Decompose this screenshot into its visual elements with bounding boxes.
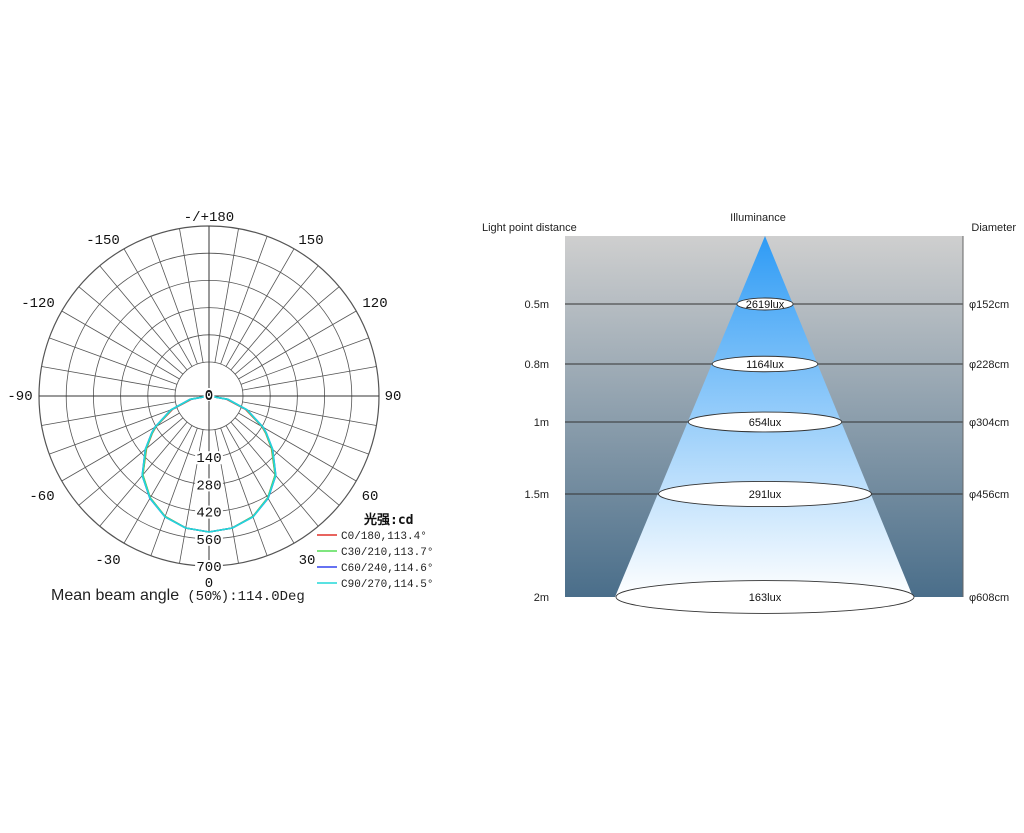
polar-spoke [214, 228, 239, 363]
radial-tick-label: 700 [196, 560, 221, 576]
polar-spoke [225, 248, 295, 367]
illuminance-label: 1164lux [746, 359, 784, 371]
angle-label: -/+180 [184, 210, 234, 226]
diameter-label: φ152cm [969, 299, 1009, 311]
polar-spoke [240, 337, 369, 385]
polar-spoke [242, 401, 377, 426]
angle-label: 60 [362, 489, 379, 505]
illuminance-label: 654lux [749, 417, 782, 429]
radial-tick-label-bg [195, 532, 223, 546]
radial-tick-label: 560 [196, 533, 221, 549]
polar-spoke [150, 236, 198, 365]
distance-label: 2m [534, 592, 549, 604]
polar-spoke [234, 286, 340, 375]
polar-spoke [150, 427, 198, 556]
polar-spoke [99, 265, 188, 371]
angle-label: -30 [95, 553, 120, 569]
polar-spoke [242, 366, 377, 391]
angle-label: -120 [21, 296, 55, 312]
polar-curves [141, 395, 277, 533]
illuminance-cone-chart: 2619lux 0.5m φ152cm 1164lux 0.8m φ228cm 654lux… [482, 212, 1016, 614]
legend-label: C60/240,114.6° [341, 563, 433, 575]
polar-spoke [78, 286, 184, 375]
polar-spoke [123, 248, 193, 367]
diameter-label: φ608cm [969, 592, 1009, 604]
distance-label: 0.5m [525, 299, 549, 311]
illuminance-label: 163lux [749, 592, 782, 604]
legend-label: C90/270,114.5° [341, 579, 433, 591]
polar-spoke [238, 412, 357, 482]
radial-tick-label: 420 [196, 506, 221, 522]
caption-main: Mean beam angle [51, 587, 179, 604]
distance-label: 1.5m [525, 489, 549, 501]
polar-series-curve [141, 395, 277, 533]
polar-spoke [41, 401, 176, 426]
angle-label: -60 [29, 489, 54, 505]
angle-labels: -/+180 -150 150 -120 120 -90 90 -60 60 -30 30 0 0 [7, 210, 401, 592]
polar-spoke [61, 412, 180, 482]
radial-tick-label-bg [203, 388, 215, 401]
polar-spoke [41, 366, 176, 391]
center-header: Illuminance [730, 212, 786, 224]
mean-beam-angle-caption: Mean beam angle (50%):114.0Deg [51, 585, 305, 605]
cone-rows: 2619lux 0.5m φ152cm 1164lux 0.8m φ228cm 654lux… [525, 297, 1009, 614]
illuminance-label: 2619lux [746, 299, 785, 311]
illuminance-ellipse [711, 355, 819, 373]
polar-spoke [225, 425, 295, 544]
angle-label: -90 [7, 389, 32, 405]
polar-spoke [220, 236, 268, 365]
cone-row: 2619lux 0.5m φ152cm [525, 297, 1009, 311]
angle-label: 90 [385, 389, 402, 405]
radial-tick-label: 280 [196, 478, 221, 494]
right-header: Diameter [971, 222, 1016, 234]
polar-spoke [123, 425, 193, 544]
polar-legend: C0/180,113.4° C30/210,113.7° C60/240,114.6… [317, 531, 433, 591]
cone-row: 163lux 2m φ608cm [534, 580, 1009, 614]
polar-spoke [49, 337, 178, 385]
illuminance-label: 291lux [749, 489, 782, 501]
polar-spoke [179, 228, 204, 363]
angle-label-center: 0 [205, 389, 213, 405]
polar-spoke [49, 407, 178, 455]
radial-tick-label: 0 [205, 388, 213, 404]
diameter-label: φ304cm [969, 417, 1009, 429]
diameter-label: φ456cm [969, 489, 1009, 501]
distance-label: 0.8m [525, 359, 549, 371]
angle-label: 150 [298, 233, 323, 249]
radial-tick-label-bg [195, 478, 223, 492]
radial-tick-label-bg [195, 560, 223, 573]
angle-label: 30 [299, 553, 316, 569]
illuminance-ellipse [615, 580, 915, 614]
diameter-label: φ228cm [969, 359, 1009, 371]
cone-row: 654lux 1m φ304cm [534, 411, 1009, 433]
cone-row: 291lux 1.5m φ456cm [525, 480, 1009, 508]
caption-suffix: (50%):114.0Deg [187, 589, 305, 605]
polar-spoke [234, 417, 340, 506]
illuminance-ellipse [658, 480, 872, 508]
polar-intensity-chart: 0 140 280 420 560 700 -/+180 -150 150 -120 120 -90… [7, 210, 433, 605]
polar-spoke [61, 310, 180, 380]
polar-spoke [238, 310, 357, 380]
polar-spoke [220, 427, 268, 556]
legend-label: C30/210,113.7° [341, 547, 433, 559]
polar-spoke [78, 417, 184, 506]
angle-label: 120 [362, 296, 387, 312]
cone-row: 1164lux 0.8m φ228cm [525, 355, 1009, 373]
radial-tick-label: 140 [196, 451, 221, 467]
illuminance-ellipse [687, 411, 843, 433]
unit-label: 光强:cd [363, 512, 413, 528]
illuminance-ellipse [736, 297, 794, 311]
legend-label: C0/180,113.4° [341, 531, 427, 543]
left-header: Light point distance [482, 222, 577, 234]
radial-tick-labels: 0 140 280 420 560 700 [195, 388, 223, 576]
distance-label: 1m [534, 417, 549, 429]
radial-tick-label-bg [195, 451, 223, 465]
angle-label: 0 [205, 576, 213, 592]
polar-spoke [240, 407, 369, 455]
angle-label: -150 [86, 233, 120, 249]
radial-tick-label-bg [195, 505, 223, 519]
polar-spoke [230, 265, 319, 371]
